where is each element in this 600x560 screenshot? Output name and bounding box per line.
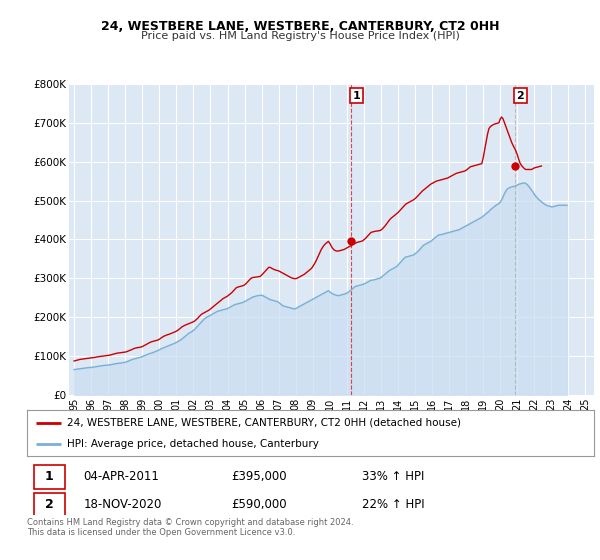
Text: 24, WESTBERE LANE, WESTBERE, CANTERBURY, CT2 0HH (detached house): 24, WESTBERE LANE, WESTBERE, CANTERBURY,… (67, 418, 461, 428)
Text: 1: 1 (352, 91, 360, 101)
Text: 33% ↑ HPI: 33% ↑ HPI (362, 470, 424, 483)
FancyBboxPatch shape (34, 465, 65, 488)
FancyBboxPatch shape (34, 493, 65, 516)
Text: HPI: Average price, detached house, Canterbury: HPI: Average price, detached house, Cant… (67, 439, 319, 449)
Text: Price paid vs. HM Land Registry's House Price Index (HPI): Price paid vs. HM Land Registry's House … (140, 31, 460, 41)
Text: 22% ↑ HPI: 22% ↑ HPI (362, 498, 424, 511)
Text: 2: 2 (517, 91, 524, 101)
Text: 18-NOV-2020: 18-NOV-2020 (84, 498, 162, 511)
Text: £590,000: £590,000 (231, 498, 287, 511)
Text: £395,000: £395,000 (231, 470, 287, 483)
Text: Contains HM Land Registry data © Crown copyright and database right 2024.
This d: Contains HM Land Registry data © Crown c… (27, 518, 353, 538)
Text: 2: 2 (45, 498, 53, 511)
Text: 1: 1 (45, 470, 53, 483)
Text: 24, WESTBERE LANE, WESTBERE, CANTERBURY, CT2 0HH: 24, WESTBERE LANE, WESTBERE, CANTERBURY,… (101, 20, 499, 32)
Text: 04-APR-2011: 04-APR-2011 (84, 470, 160, 483)
